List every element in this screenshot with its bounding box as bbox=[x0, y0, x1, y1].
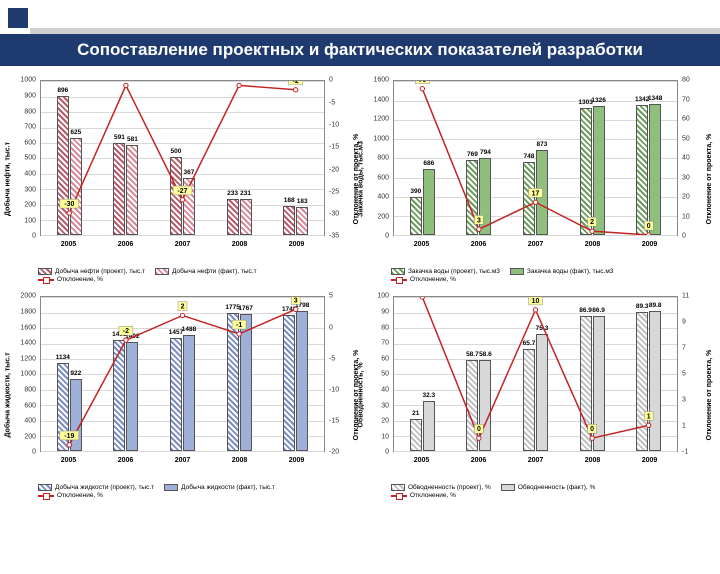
header-block bbox=[8, 8, 28, 28]
svg-text:-30: -30 bbox=[64, 201, 74, 208]
svg-text:-27: -27 bbox=[177, 188, 187, 195]
svg-text:2: 2 bbox=[590, 220, 594, 227]
svg-text:1: 1 bbox=[647, 414, 651, 421]
charts-grid: 896625591581500367233231188183-30-1-27-1… bbox=[0, 66, 720, 508]
page-title: Сопоставление проектных и фактических по… bbox=[0, 34, 720, 66]
svg-text:-2: -2 bbox=[293, 81, 299, 85]
header-accent bbox=[30, 28, 720, 34]
svg-text:0: 0 bbox=[590, 427, 594, 434]
chart-liquid: 113492214311402145714881775176717481798-… bbox=[10, 290, 355, 500]
svg-text:10: 10 bbox=[532, 298, 540, 305]
svg-text:3: 3 bbox=[477, 218, 481, 225]
svg-text:76: 76 bbox=[418, 81, 426, 84]
svg-text:2: 2 bbox=[181, 304, 185, 311]
svg-text:-19: -19 bbox=[64, 433, 74, 440]
svg-text:3: 3 bbox=[294, 298, 298, 305]
chart-oil: 896625591581500367233231188183-30-1-27-1… bbox=[10, 74, 355, 284]
svg-text:17: 17 bbox=[532, 191, 540, 198]
svg-text:-2: -2 bbox=[123, 329, 129, 336]
svg-text:0: 0 bbox=[647, 223, 651, 230]
svg-text:0: 0 bbox=[477, 427, 481, 434]
chart-water-injection: 3906867697947488731303132613421348763172… bbox=[363, 74, 708, 284]
chart-water-cut: 2132.358.758.665.775.386.986.989.389.811… bbox=[363, 290, 708, 500]
svg-text:-1: -1 bbox=[236, 322, 242, 329]
